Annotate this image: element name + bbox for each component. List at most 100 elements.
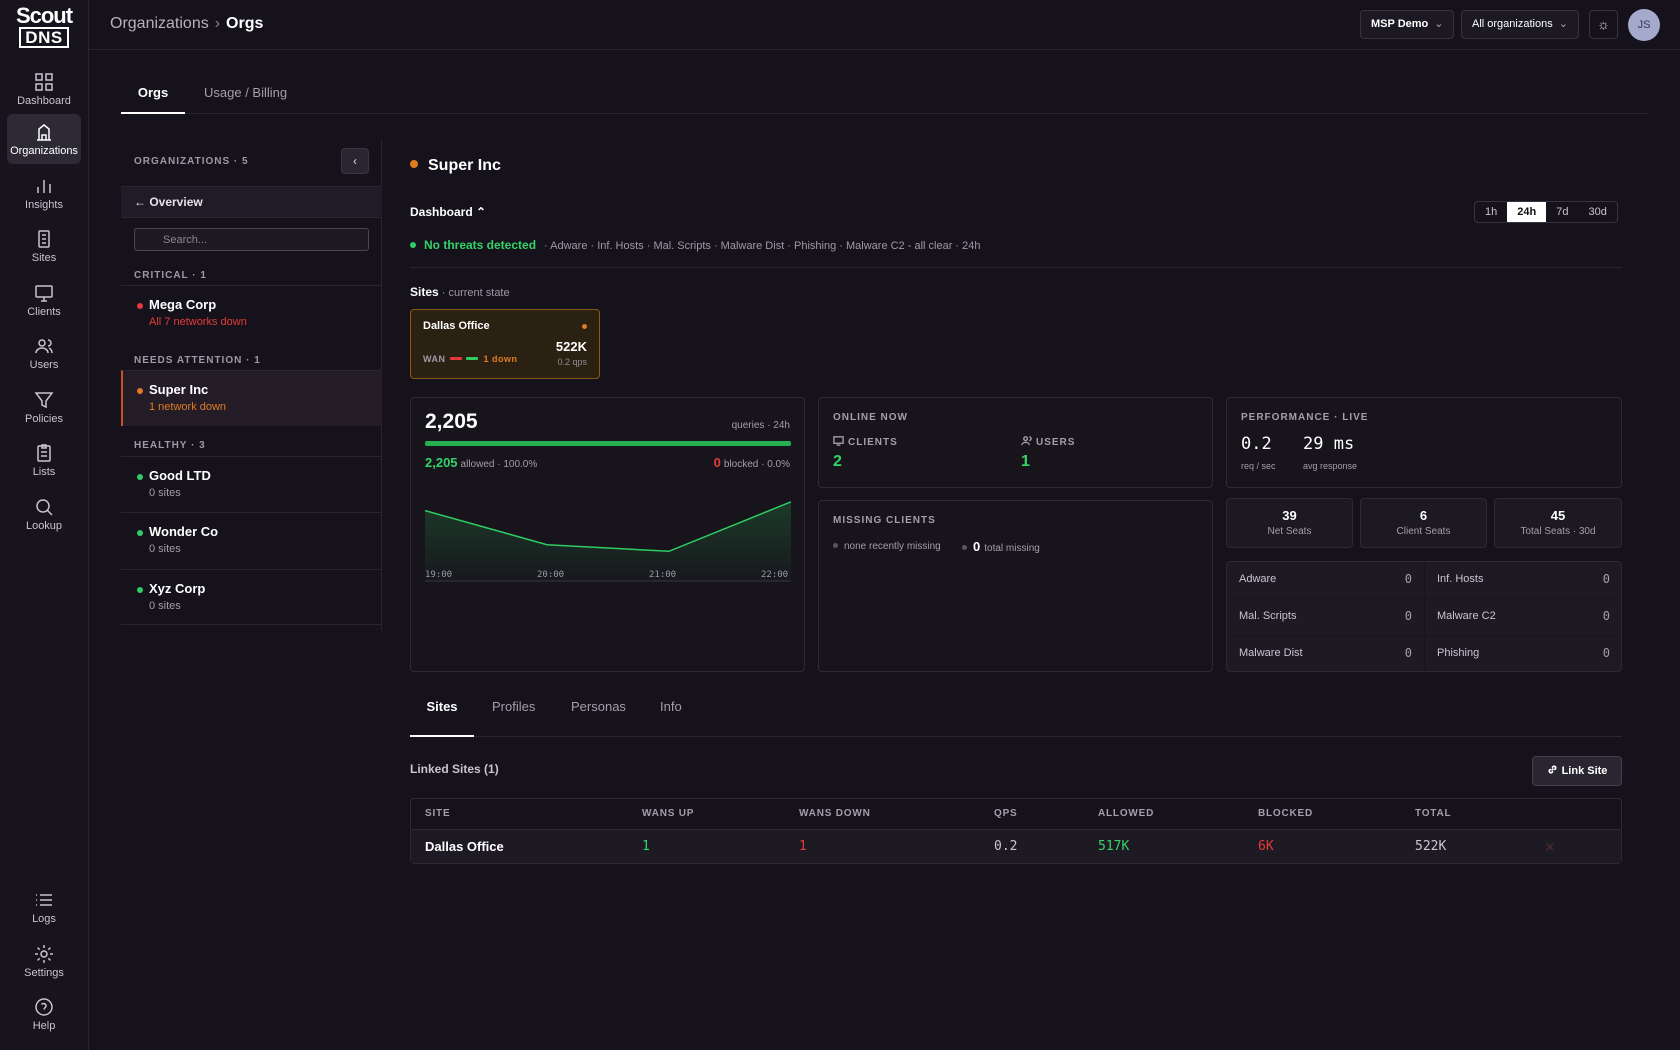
nav-logs[interactable]: Logs bbox=[7, 882, 81, 932]
org-item-good-ltd[interactable]: Good LTD 0 sites bbox=[121, 456, 382, 512]
sites-section-header: Sites · current state bbox=[410, 285, 510, 299]
missing-total-label: total missing bbox=[984, 543, 1040, 554]
queries-blocked: 0 blocked · 0.0% bbox=[714, 455, 790, 470]
org-name: Good LTD bbox=[149, 468, 211, 483]
org-item-super-inc[interactable]: Super Inc 1 network down bbox=[121, 370, 382, 426]
nav-organizations[interactable]: Organizations bbox=[7, 114, 81, 164]
status-dot bbox=[137, 530, 143, 536]
link-site-button[interactable]: Link Site bbox=[1532, 756, 1622, 786]
nav-organizations-label: Organizations bbox=[10, 145, 78, 157]
tab-orgs[interactable]: Orgs bbox=[121, 76, 185, 114]
site-card-qps: 0.2 qps bbox=[557, 357, 587, 367]
range-30d[interactable]: 30d bbox=[1588, 206, 1607, 218]
users-icon bbox=[1021, 436, 1032, 446]
chevron-down-icon: ⌄ bbox=[1558, 18, 1568, 30]
avatar[interactable]: JS bbox=[1628, 9, 1660, 41]
clients-label-text: CLIENTS bbox=[848, 437, 898, 448]
site-card-dallas-office[interactable]: Dallas Office WAN 1 down 522K 0.2 qps bbox=[410, 309, 600, 379]
breadcrumb-root[interactable]: Organizations bbox=[110, 15, 209, 32]
nav-help[interactable]: Help bbox=[7, 989, 81, 1039]
nav-help-label: Help bbox=[32, 1020, 56, 1032]
cell-allowed: 517K bbox=[1098, 839, 1130, 854]
queries-meta: queries · 24h bbox=[731, 420, 790, 431]
nav-clients[interactable]: Clients bbox=[7, 275, 81, 325]
unlink-site-icon[interactable]: ✕ bbox=[1544, 839, 1556, 855]
theme-toggle-button[interactable]: ☼ bbox=[1589, 10, 1618, 39]
threat-adware: Adware 0 bbox=[1227, 562, 1424, 599]
users-count: 1 bbox=[1021, 453, 1030, 470]
total-seats-tile: 45 Total Seats · 30d bbox=[1494, 498, 1622, 548]
overview-link[interactable]: ← Overview bbox=[121, 186, 382, 218]
org-item-wonder-co[interactable]: Wonder Co 0 sites bbox=[121, 512, 382, 568]
org-item-mega-corp[interactable]: Mega Corp All 7 networks down bbox=[121, 285, 382, 341]
scope-select[interactable]: All organizations ⌄ bbox=[1461, 10, 1579, 39]
tenant-select[interactable]: MSP Demo ⌄ bbox=[1360, 10, 1455, 39]
threat-inf-hosts: Inf. Hosts 0 bbox=[1425, 562, 1621, 599]
collapse-panel-button[interactable]: ‹ bbox=[341, 148, 369, 174]
grid-icon bbox=[35, 73, 53, 91]
threat-name: Inf. Hosts bbox=[1437, 573, 1484, 585]
bar-chart-icon bbox=[37, 180, 51, 193]
x-tick-label: 19:00 bbox=[425, 570, 453, 580]
tab-sites[interactable]: Sites bbox=[410, 690, 474, 737]
server-icon bbox=[38, 230, 50, 248]
nav-users[interactable]: Users bbox=[7, 328, 81, 378]
status-dot bbox=[137, 303, 143, 309]
link-icon bbox=[1548, 765, 1557, 774]
tenant-select-label: MSP Demo bbox=[1371, 18, 1429, 30]
nav-lookup[interactable]: Lookup bbox=[7, 489, 81, 539]
sites-section-subtitle: · current state bbox=[441, 287, 510, 299]
threat-mal-scripts: Mal. Scripts 0 bbox=[1227, 599, 1424, 636]
cell-blocked: 6K bbox=[1258, 839, 1274, 854]
scoutdns-logo[interactable]: Scout DNS bbox=[15, 5, 73, 48]
net-seats-label: Net Seats bbox=[1267, 526, 1312, 537]
clients-count: 2 bbox=[833, 453, 842, 470]
nav-policies-label: Policies bbox=[25, 413, 63, 425]
tab-info[interactable]: Info bbox=[660, 699, 682, 714]
threat-count: 0 bbox=[1602, 572, 1610, 586]
org-name: Xyz Corp bbox=[149, 581, 206, 596]
total-seats-value: 45 bbox=[1550, 508, 1566, 523]
threat-count: 0 bbox=[1404, 646, 1412, 660]
status-dot bbox=[137, 388, 143, 394]
org-status: 0 sites bbox=[149, 600, 181, 612]
monitor-icon bbox=[35, 285, 53, 302]
dashboard-toggle[interactable]: Dashboard ⌃ bbox=[410, 205, 487, 219]
column-header: SITE bbox=[425, 808, 451, 819]
tab-profiles[interactable]: Profiles bbox=[492, 699, 536, 714]
nav-lists[interactable]: Lists bbox=[7, 435, 81, 485]
x-tick-label: 20:00 bbox=[537, 570, 565, 580]
missing-recent: none recently missing bbox=[833, 541, 941, 552]
nav-policies[interactable]: Policies bbox=[7, 382, 81, 432]
table-row[interactable]: Dallas Office 1 1 0.2 517K 6K 522K ✕ bbox=[411, 829, 1621, 863]
scope-select-label: All organizations bbox=[1472, 18, 1553, 30]
net-seats-tile: 39 Net Seats bbox=[1226, 498, 1353, 548]
sun-icon: ☼ bbox=[1597, 16, 1610, 32]
range-1h[interactable]: 1h bbox=[1485, 206, 1498, 218]
breadcrumb: Organizations › Orgs bbox=[110, 15, 263, 33]
tab-personas[interactable]: Personas bbox=[571, 699, 626, 714]
linked-sites-title: Linked Sites (1) bbox=[410, 762, 499, 776]
threat-name: Malware C2 bbox=[1437, 610, 1496, 622]
range-7d[interactable]: 7d bbox=[1556, 206, 1569, 218]
column-header: TOTAL bbox=[1415, 808, 1452, 819]
building-icon bbox=[37, 124, 51, 141]
users-icon bbox=[35, 339, 53, 354]
group-attention-label: NEEDS ATTENTION · 1 bbox=[134, 355, 261, 366]
range-24h[interactable]: 24h bbox=[1507, 202, 1547, 222]
nav-lookup-label: Lookup bbox=[25, 520, 63, 532]
threat-malware-c2: Malware C2 0 bbox=[1425, 599, 1621, 636]
nav-sites[interactable]: Sites bbox=[7, 221, 81, 271]
nav-dashboard[interactable]: Dashboard bbox=[7, 64, 81, 114]
nav-settings-label: Settings bbox=[24, 967, 64, 979]
org-item-xyz-corp[interactable]: Xyz Corp 0 sites bbox=[121, 569, 382, 625]
performance-title: PERFORMANCE · LIVE bbox=[1241, 412, 1369, 423]
nav-insights[interactable]: Insights bbox=[7, 168, 81, 218]
tab-usage-billing[interactable]: Usage / Billing bbox=[204, 85, 288, 100]
org-search-input[interactable] bbox=[134, 228, 369, 251]
performance-card: PERFORMANCE · LIVE 0.2 req / sec 29 ms a… bbox=[1226, 397, 1622, 488]
status-dot bbox=[833, 543, 838, 548]
nav-settings[interactable]: Settings bbox=[7, 936, 81, 986]
cell-site[interactable]: Dallas Office bbox=[425, 839, 504, 854]
